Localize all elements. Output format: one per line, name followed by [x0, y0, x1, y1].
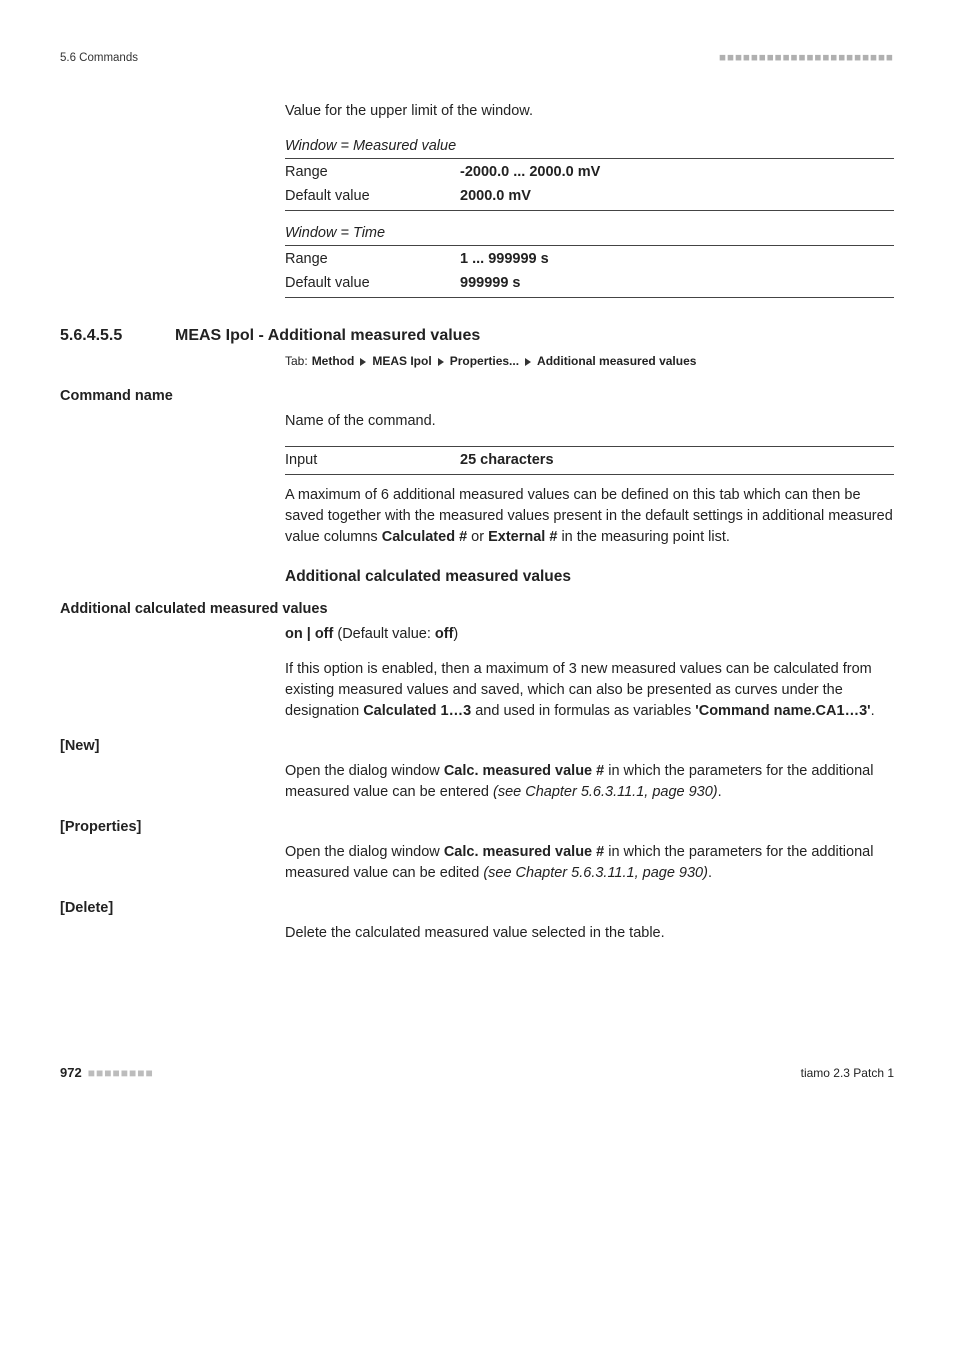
text: . [708, 865, 712, 881]
tab-part: Method [312, 353, 355, 370]
rule [285, 297, 894, 298]
param-measured-title: Window = Measured value [285, 136, 894, 157]
dialog-name: Calc. measured value # [444, 844, 604, 860]
default-value: 999999 s [460, 273, 894, 294]
tab-part: MEAS Ipol [372, 353, 431, 370]
calculated-hash: Calculated # [382, 529, 467, 545]
text: ) [453, 626, 458, 642]
chevron-right-icon [360, 358, 366, 366]
command-name-label: Command name [60, 386, 894, 407]
range-row: Range 1 ... 999999 s [285, 249, 894, 270]
header-section: 5.6 Commands [60, 50, 138, 67]
param-time: Window = Time Range 1 ... 999999 s Defau… [285, 223, 894, 298]
properties-button-label: [Properties] [60, 817, 894, 838]
range-label: Range [285, 162, 460, 183]
see-chapter: (see Chapter 5.6.3.11.1, page 930) [493, 784, 718, 800]
rule [285, 158, 894, 159]
text: in the measuring point list. [557, 529, 729, 545]
chevron-right-icon [525, 358, 531, 366]
text: . [871, 703, 875, 719]
onoff-options: on | off [285, 626, 333, 642]
command-name-desc: Name of the command. [285, 411, 894, 432]
input-label: Input [285, 450, 460, 471]
intro-paragraph: Value for the upper limit of the window. [285, 101, 894, 122]
onoff-default: off [435, 626, 454, 642]
tab-part: Properties... [450, 353, 519, 370]
properties-desc: Open the dialog window Calc. measured va… [285, 842, 894, 884]
footer-ornament: ■■■■■■■■ [88, 1065, 154, 1082]
delete-desc: Delete the calculated measured value sel… [285, 923, 894, 944]
footer-right: tiamo 2.3 Patch 1 [801, 1065, 894, 1082]
dialog-name: Calc. measured value # [444, 763, 604, 779]
text: or [467, 529, 488, 545]
range-label: Range [285, 249, 460, 270]
text: Open the dialog window [285, 763, 444, 779]
param-measured-value: Window = Measured value Range -2000.0 ..… [285, 136, 894, 211]
command-name-explain: A maximum of 6 additional measured value… [285, 485, 894, 548]
tab-prefix: Tab: [285, 353, 308, 370]
range-value: 1 ... 999999 s [460, 249, 894, 270]
text: . [718, 784, 722, 800]
onoff-line: on | off (Default value: off) [285, 624, 894, 645]
page-footer: 972 ■■■■■■■■ tiamo 2.3 Patch 1 [60, 1064, 894, 1083]
default-label: Default value [285, 273, 460, 294]
additional-calc-heading: Additional calculated measured values [285, 566, 894, 588]
header-ornament: ■■■■■■■■■■■■■■■■■■■■■■ [719, 50, 894, 67]
text: and used in formulas as variables [471, 703, 695, 719]
text: (Default value: [333, 626, 435, 642]
input-value: 25 characters [460, 450, 894, 471]
range-value: -2000.0 ... 2000.0 mV [460, 162, 894, 183]
see-chapter: (see Chapter 5.6.3.11.1, page 930) [483, 865, 708, 881]
rule [285, 210, 894, 211]
range-row: Range -2000.0 ... 2000.0 mV [285, 162, 894, 183]
default-row: Default value 2000.0 mV [285, 186, 894, 207]
default-value: 2000.0 mV [460, 186, 894, 207]
input-row: Input 25 characters [285, 450, 894, 471]
section-heading: 5.6.4.5.5 MEAS Ipol - Additional measure… [60, 324, 894, 347]
delete-button-label: [Delete] [60, 898, 894, 919]
rule [285, 446, 894, 447]
external-hash: External # [488, 529, 557, 545]
chevron-right-icon [438, 358, 444, 366]
tab-breadcrumb: Tab: Method MEAS Ipol Properties... Addi… [285, 353, 894, 370]
default-label: Default value [285, 186, 460, 207]
new-desc: Open the dialog window Calc. measured va… [285, 761, 894, 803]
rule [285, 474, 894, 475]
footer-left: 972 ■■■■■■■■ [60, 1064, 154, 1083]
page-header: 5.6 Commands ■■■■■■■■■■■■■■■■■■■■■■ [60, 50, 894, 67]
rule [285, 245, 894, 246]
section-title: MEAS Ipol - Additional measured values [175, 324, 480, 347]
new-button-label: [New] [60, 736, 894, 757]
formula-var: 'Command name.CA1…3' [695, 703, 870, 719]
tab-part: Additional measured values [537, 353, 696, 370]
additional-calc-field-label: Additional calculated measured values [60, 599, 894, 620]
text: Open the dialog window [285, 844, 444, 860]
additional-calc-desc: If this option is enabled, then a maximu… [285, 659, 894, 722]
section-number: 5.6.4.5.5 [60, 324, 175, 347]
calculated-range: Calculated 1…3 [363, 703, 471, 719]
default-row: Default value 999999 s [285, 273, 894, 294]
page-number: 972 [60, 1064, 82, 1083]
param-time-title: Window = Time [285, 223, 894, 244]
